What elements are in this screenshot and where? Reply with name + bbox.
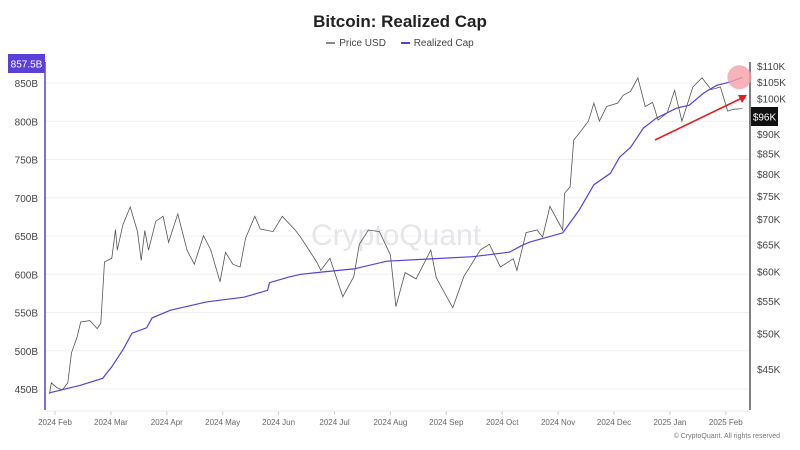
right-tick-label: $65K <box>757 240 781 251</box>
x-tick-label: 2024 Oct <box>486 418 519 427</box>
legend-swatch-price <box>326 42 336 45</box>
price-usd-line <box>49 76 743 395</box>
left-tick-label: 850B <box>15 79 39 90</box>
right-tick-label: $55K <box>757 297 781 308</box>
legend-label-realized-cap: Realized Cap <box>413 38 474 49</box>
x-tick-label: 2024 Jul <box>319 418 349 427</box>
legend: Price USD Realized Cap <box>0 38 800 49</box>
x-tick-label: 2024 Mar <box>94 418 128 427</box>
x-tick-label: 2024 Dec <box>597 418 631 427</box>
trend-arrow <box>654 97 743 141</box>
chart-title: Bitcoin: Realized Cap <box>313 12 487 31</box>
x-tick-label: 2024 Feb <box>38 418 72 427</box>
legend-item-realized-cap[interactable]: Realized Cap <box>400 38 474 49</box>
left-tick-label: 600B <box>15 270 39 281</box>
right-tick-label: $75K <box>757 192 781 203</box>
x-tick-label: 2024 Aug <box>373 418 407 427</box>
right-tick-label: $45K <box>757 365 781 376</box>
left-tick-label: 500B <box>15 347 39 358</box>
x-tick-label: 2024 Apr <box>151 418 183 427</box>
right-tick-label: $60K <box>757 267 781 278</box>
x-tick-label: 2025 Jan <box>653 418 686 427</box>
trend-arrow-head <box>738 95 747 103</box>
legend-label-price: Price USD <box>339 38 386 49</box>
right-tick-label: $50K <box>757 329 781 340</box>
copyright: © CryptoQuant. All rights reserved <box>673 433 780 440</box>
right-current-value: $96K <box>753 113 777 124</box>
x-tick-label: 2024 Sep <box>429 418 464 427</box>
left-tick-label: 650B <box>15 232 39 243</box>
left-tick-label: 700B <box>15 194 39 205</box>
x-tick-label: 2024 Jun <box>262 418 295 427</box>
right-tick-label: $80K <box>757 170 781 181</box>
left-tick-label: 550B <box>15 309 39 320</box>
legend-item-price[interactable]: Price USD <box>326 38 386 49</box>
left-current-value-box <box>8 54 45 73</box>
right-tick-label: $70K <box>757 215 781 226</box>
x-tick-label: 2024 Nov <box>541 418 575 427</box>
watermark: CryptoQuant <box>311 219 482 252</box>
right-tick-label: $105K <box>757 78 786 89</box>
left-current-value: 857.5B <box>11 60 43 71</box>
right-tick-label: $110K <box>757 62 786 73</box>
right-tick-label: $90K <box>757 130 781 141</box>
left-tick-label: 750B <box>15 156 39 167</box>
x-tick-label: 2024 May <box>205 418 240 427</box>
realized-cap-line <box>49 76 743 394</box>
highlight-circle <box>727 65 752 90</box>
legend-swatch-realized-cap <box>400 42 410 45</box>
right-tick-label: $100K <box>757 94 786 105</box>
left-tick-label: 450B <box>15 385 39 396</box>
x-tick-label: 2025 Feb <box>709 418 743 427</box>
right-tick-label: $85K <box>757 149 781 160</box>
left-tick-label: 800B <box>15 117 39 128</box>
right-current-value-box <box>751 107 778 126</box>
